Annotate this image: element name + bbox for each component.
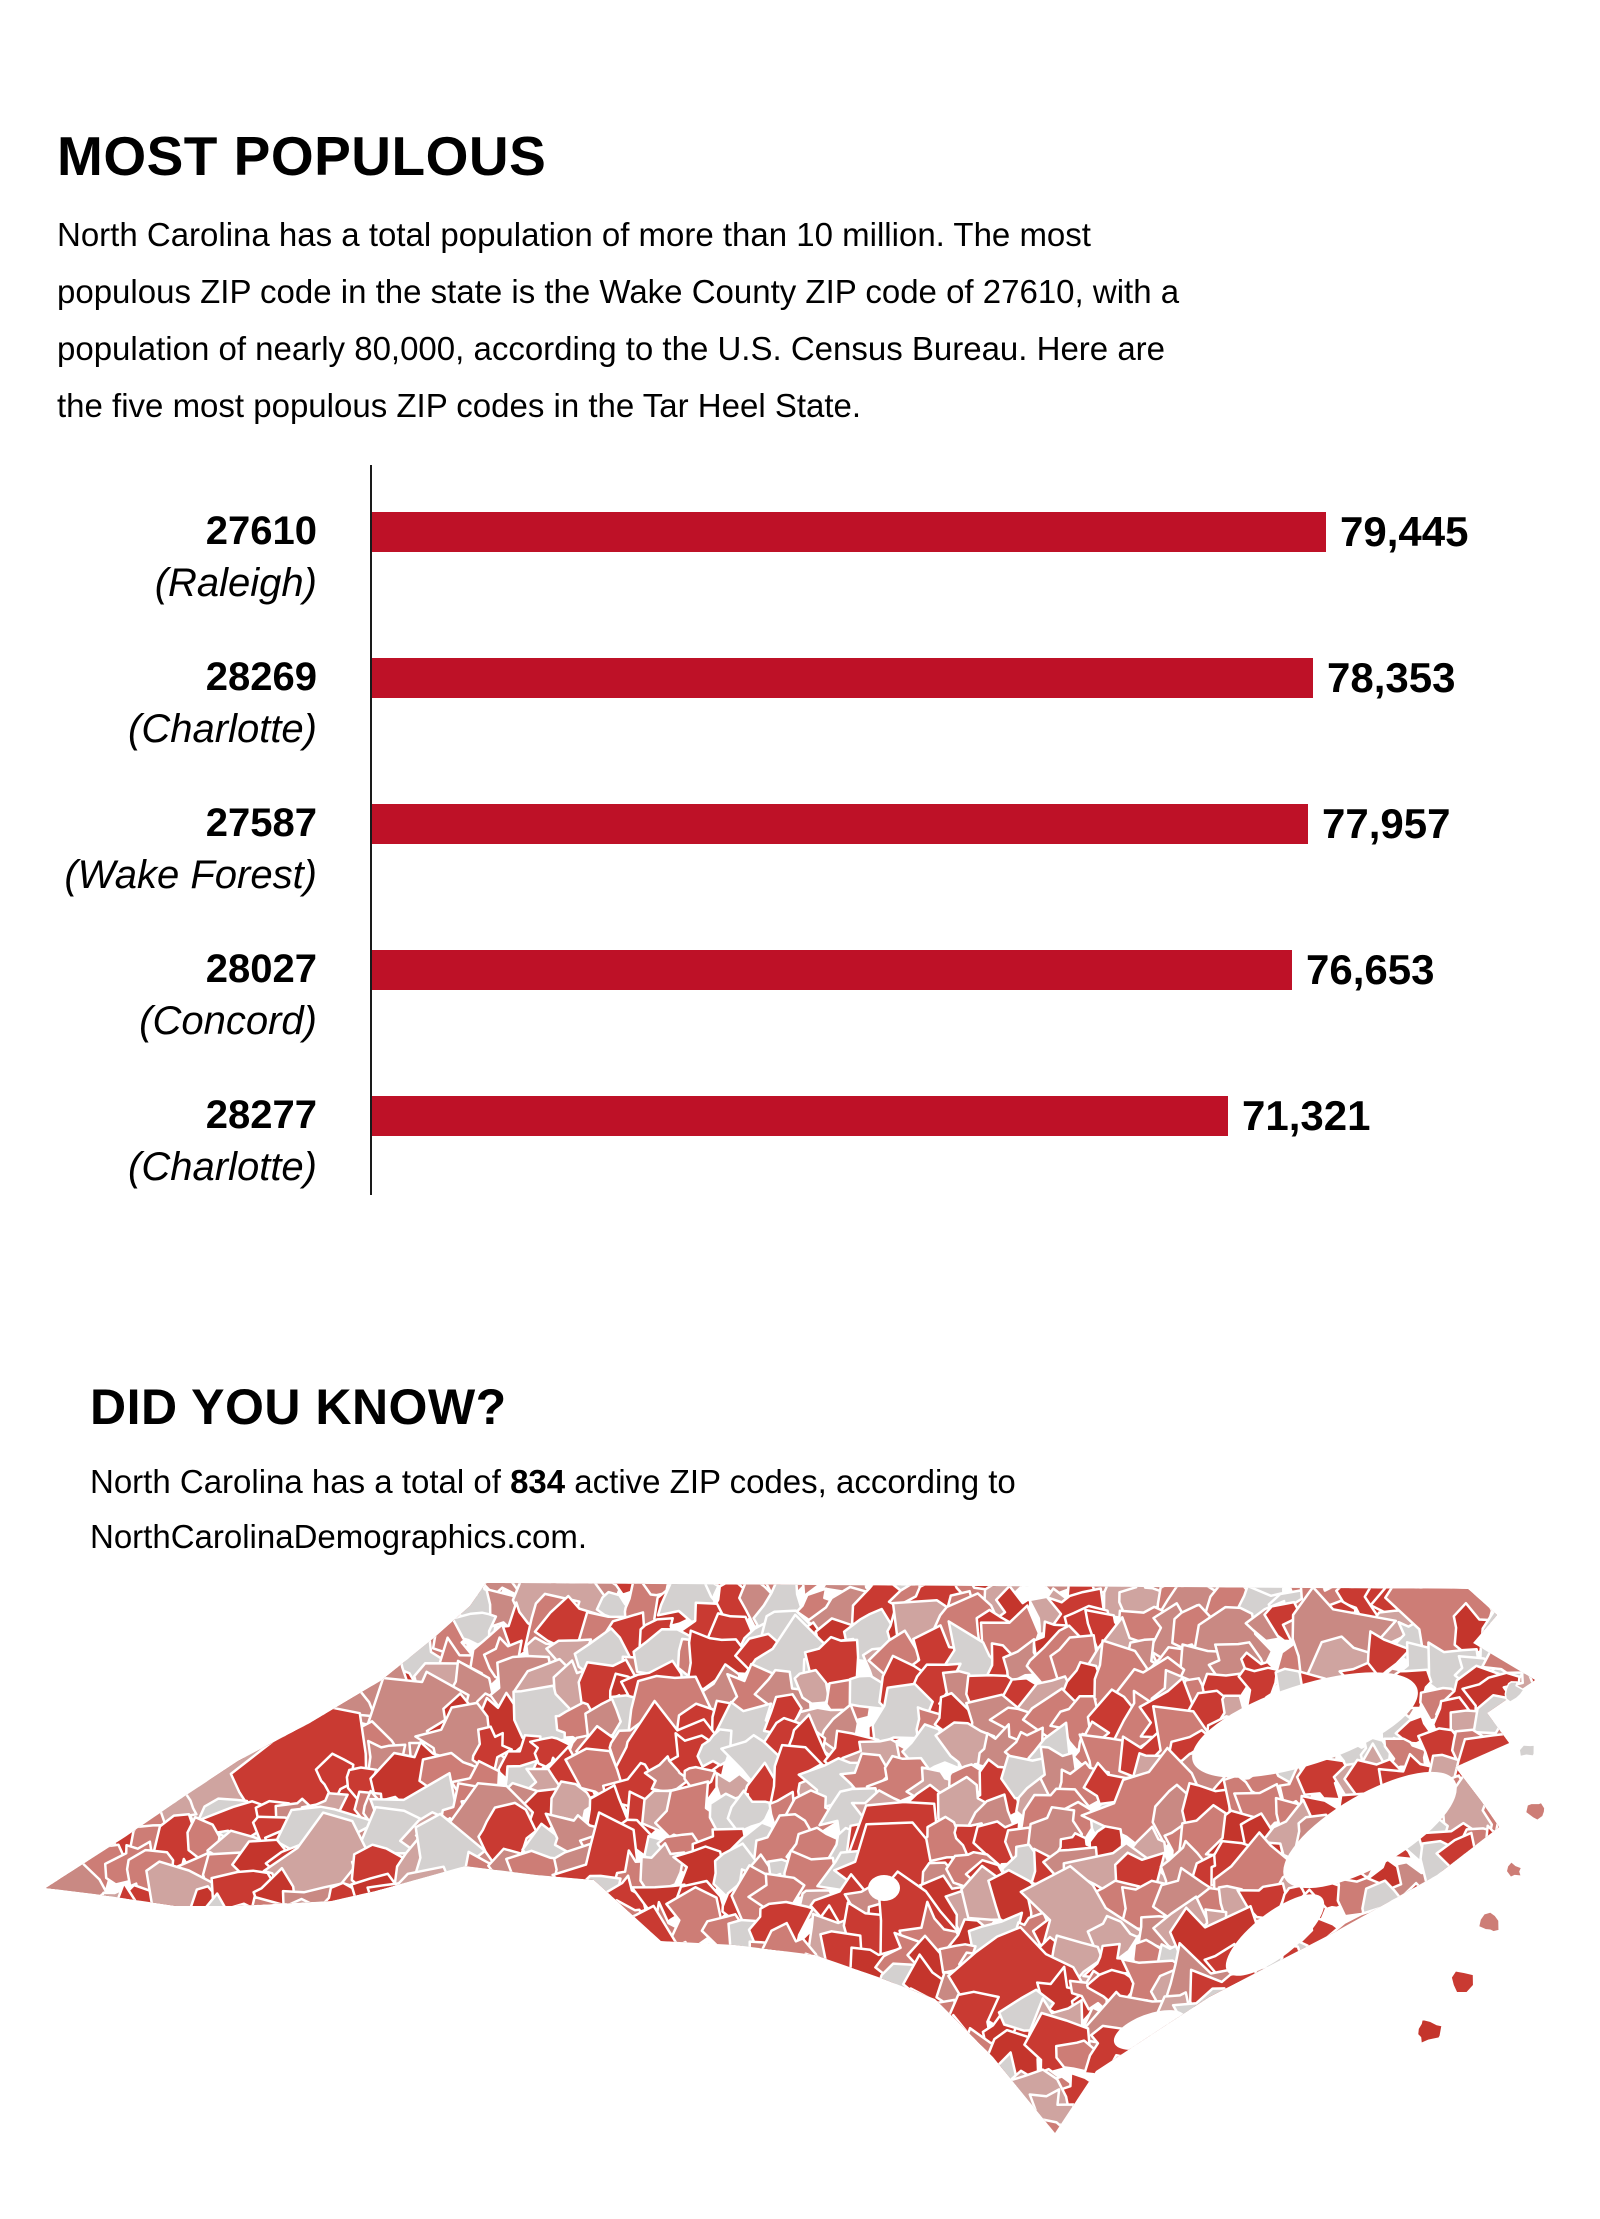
bar-track: 71,321 [372,1049,1557,1195]
dyk-text-before: North Carolina has a total of [90,1463,511,1500]
population-value: 77,957 [1322,800,1451,847]
population-bar [372,658,1313,698]
population-bar [372,1096,1228,1136]
chart-row: 27587 (Wake Forest) 77,957 [57,757,1557,903]
city-label: (Charlotte) [128,1145,317,1189]
sound-water [1225,1894,1325,1976]
population-value: 79,445 [1340,508,1469,555]
zip-polygon-mosaic [46,1583,1535,2133]
dyk-zip-count: 834 [510,1463,566,1500]
bar-track: 78,353 [372,611,1557,757]
sound-water [1283,1771,1457,1889]
chart-row: 27610 (Raleigh) 79,445 [57,465,1557,611]
dyk-source: NorthCarolinaDemographics.com. [90,1518,588,1555]
sound-water [1113,2010,1187,2050]
population-bar [372,804,1308,844]
city-label: (Concord) [139,999,317,1043]
population-value: 71,321 [1242,1092,1371,1139]
row-labels: 27587 (Wake Forest) [57,757,317,901]
bar-track: 79,445 [372,465,1557,611]
nc-zip-code-map [35,1575,1565,2145]
population-value: 76,653 [1306,946,1435,993]
city-label: (Raleigh) [154,561,317,605]
dyk-text-after: active ZIP codes, according to [565,1463,1016,1500]
intro-paragraph: North Carolina has a total population of… [57,216,1180,424]
population-bar [372,512,1326,552]
sound-water [1192,1672,1418,1778]
page-title: MOST POPULOUS [57,124,547,187]
did-you-know-text: North Carolina has a total of 834 active… [90,1454,1490,1564]
chart-row: 28027 (Concord) 76,653 [57,903,1557,1049]
chart-axis-line [370,465,372,1195]
population-bar [372,950,1292,990]
nc-map-svg [46,1583,1546,2133]
zip-code-label: 27610 [205,509,317,553]
sound-water [868,1875,900,1901]
chart-row: 28277 (Charlotte) 71,321 [57,1049,1557,1195]
row-labels: 28269 (Charlotte) [57,611,317,755]
city-label: (Wake Forest) [64,853,317,897]
zip-code-label: 28027 [205,947,317,991]
bar-track: 76,653 [372,903,1557,1049]
chart-row: 28269 (Charlotte) 78,353 [57,611,1557,757]
populous-zip-bar-chart: 27610 (Raleigh) 79,445 28269 (Charlotte) 78,3… [57,465,1557,1195]
zip-code-label: 28277 [205,1093,317,1137]
did-you-know-title: DID YOU KNOW? [90,1378,507,1435]
bar-track: 77,957 [372,757,1557,903]
zip-code-label: 27587 [205,801,317,845]
city-label: (Charlotte) [128,707,317,751]
row-labels: 27610 (Raleigh) [57,465,317,609]
zip-code-label: 28269 [205,655,317,699]
row-labels: 28277 (Charlotte) [57,1049,317,1193]
population-value: 78,353 [1327,654,1456,701]
row-labels: 28027 (Concord) [57,903,317,1047]
